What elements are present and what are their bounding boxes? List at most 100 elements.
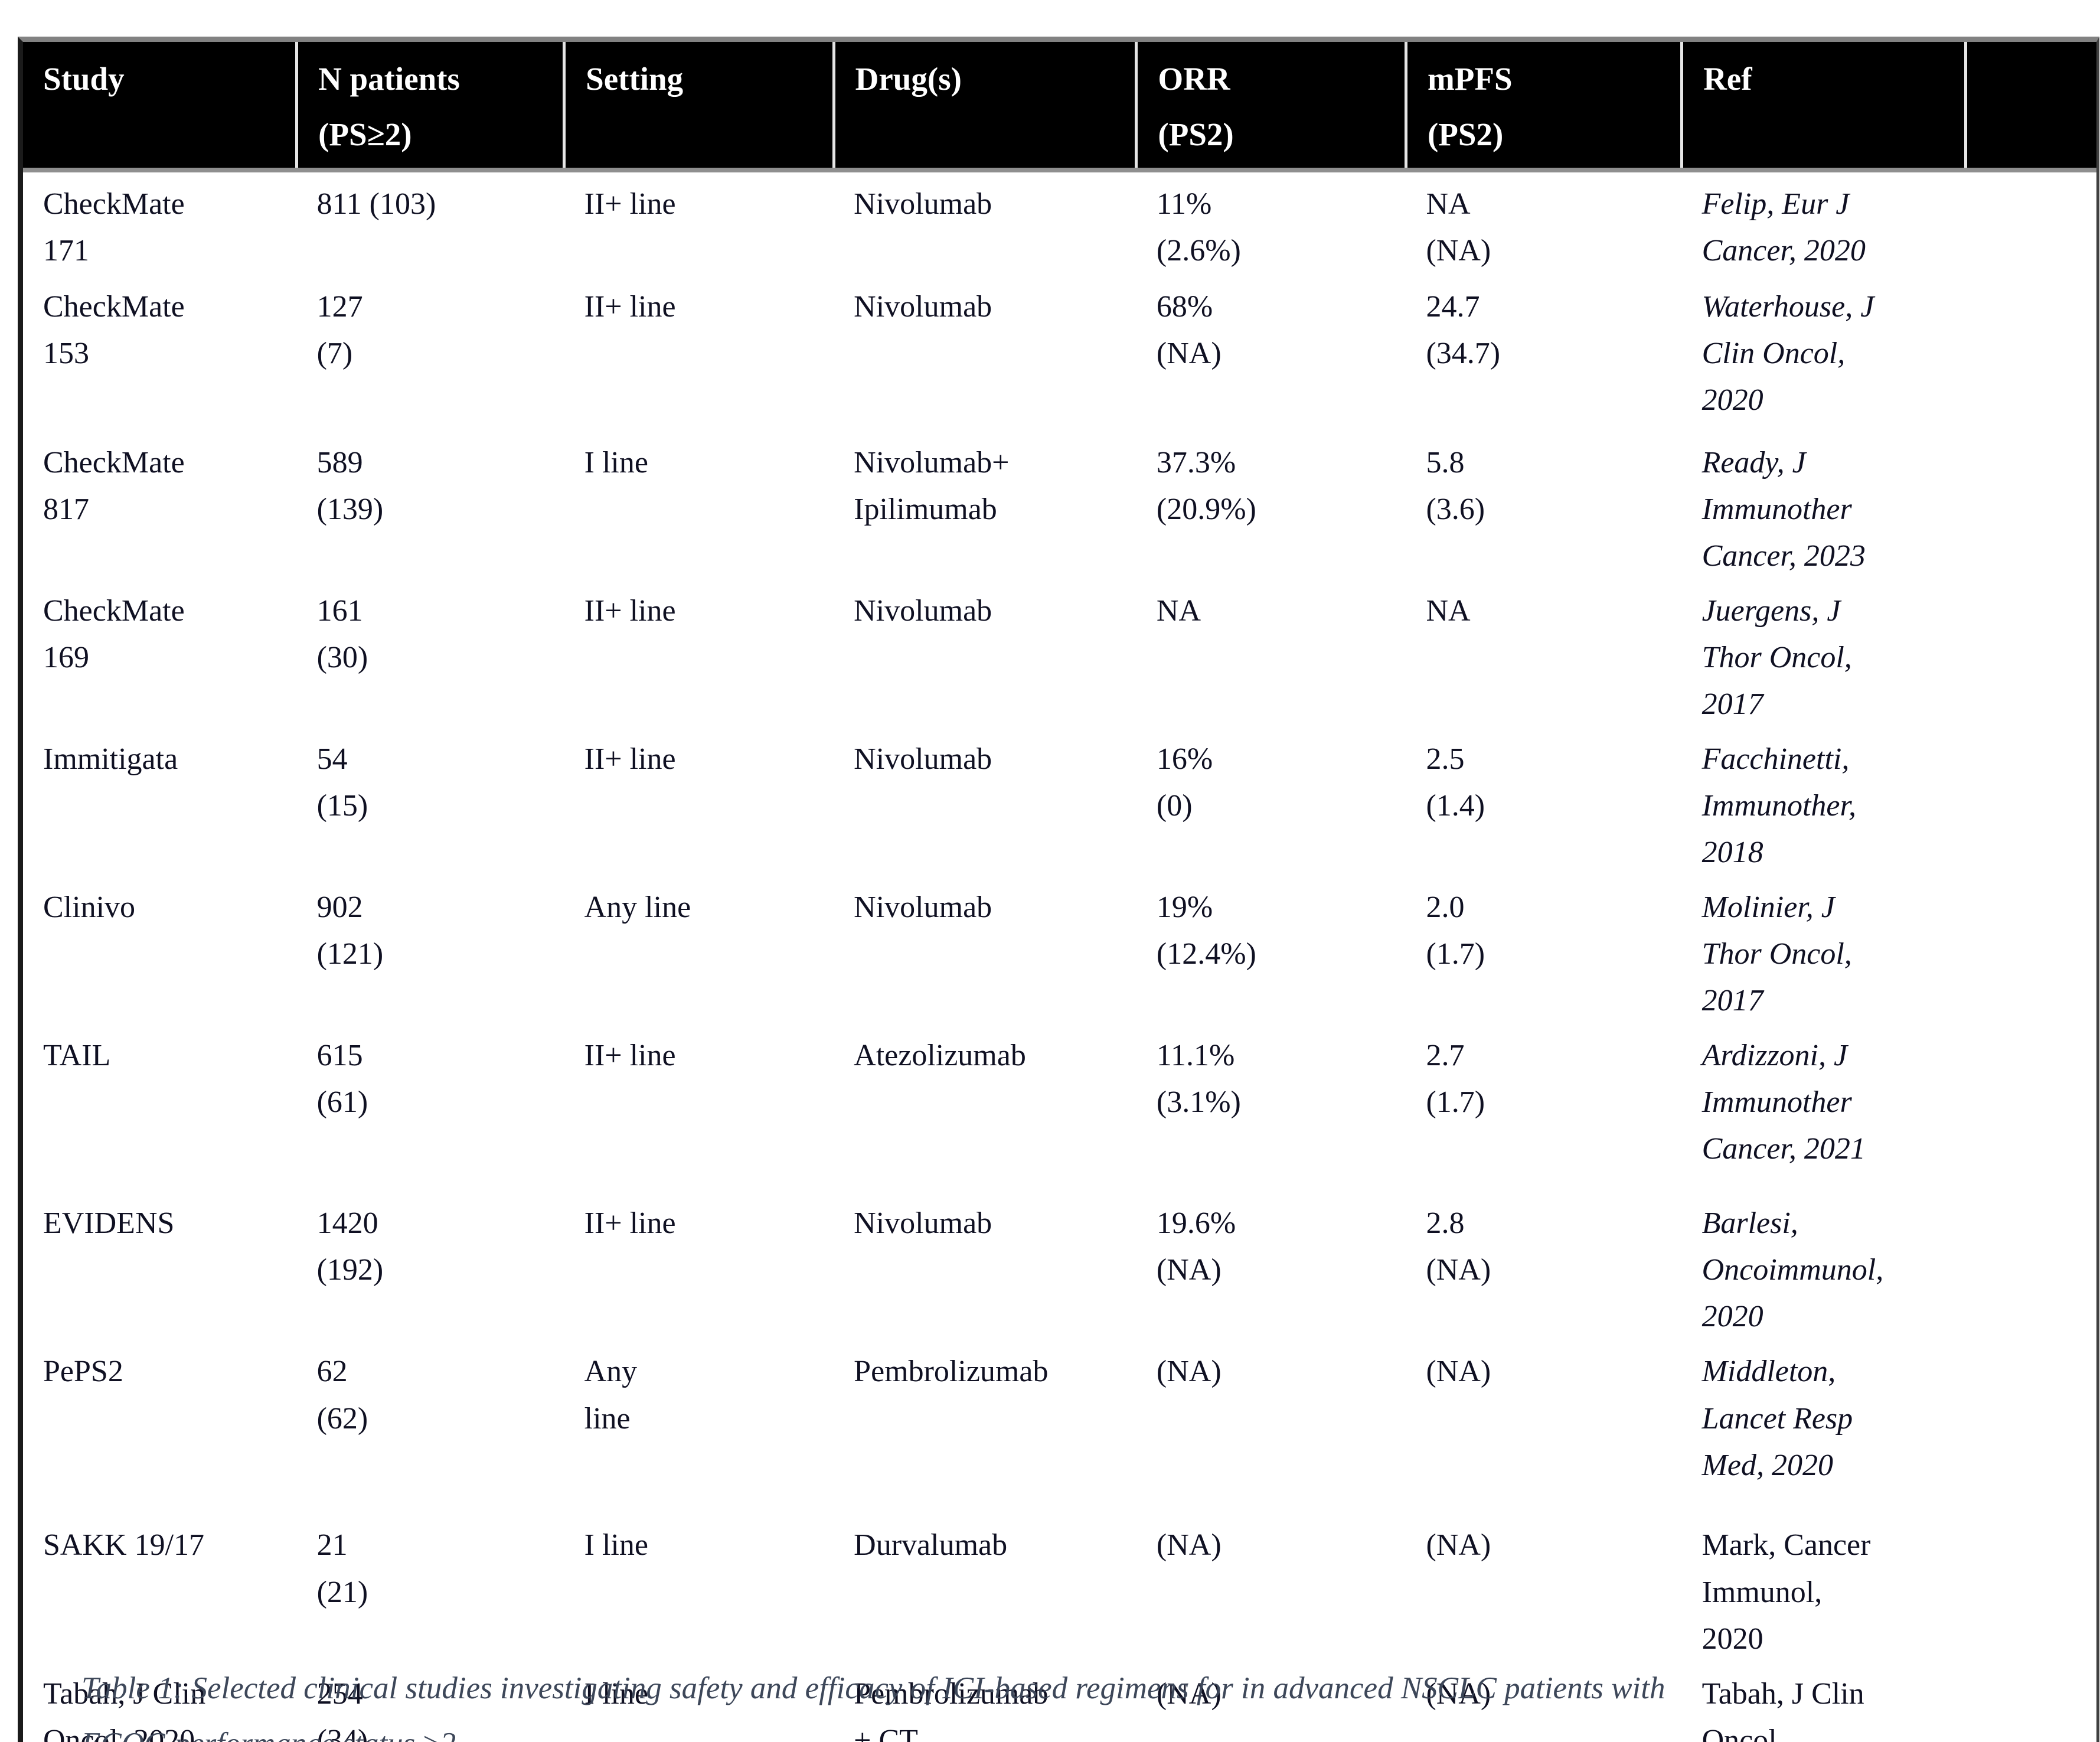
cell-setting: II+ line [564, 728, 834, 876]
table-row: CheckMate 169 161 (30) II+ line Nivolumab NA NA… [23, 579, 2096, 728]
cell-setting: Any line [564, 876, 834, 1025]
cell-n_patients: 54 (15) [296, 728, 564, 876]
cell-ref: Middleton, Lancet Resp Med, 2020 [1681, 1340, 1966, 1514]
cell-drugs: Pembrolizumab + CT [834, 1662, 1136, 1742]
cell-drugs: Nivolumab [834, 275, 1136, 431]
caption-line-2: ECOG performance status ≥2 [81, 1716, 2006, 1742]
cell-spacer [1965, 1340, 2096, 1514]
cell-orr: (NA) [1136, 1513, 1406, 1662]
clinical-studies-table: Study N patients (PS≥2) Setting Drug(s) ORR (P… [23, 42, 2096, 1742]
cell-drugs: Nivolumab [834, 579, 1136, 728]
cell-spacer [1965, 431, 2096, 580]
cell-drugs: Nivolumab [834, 876, 1136, 1025]
cell-mpfs: NA (NA) [1406, 170, 1682, 275]
cell-spacer [1965, 1024, 2096, 1192]
cell-study: CheckMate 817 [23, 431, 297, 580]
cell-study: CheckMate 169 [23, 579, 297, 728]
cell-ref: Molinier, J Thor Oncol, 2017 [1681, 876, 1966, 1025]
cell-orr: NA [1136, 579, 1406, 728]
cell-spacer [1965, 1662, 2096, 1742]
cell-setting: II+ line [564, 275, 834, 431]
column-header-mpfs: mPFS (PS2) [1406, 42, 1684, 172]
table-header-row: Study N patients (PS≥2) Setting Drug(s) ORR (P… [23, 42, 2096, 172]
cell-ref: Ardizzoni, J Immunother Cancer, 2021 [1681, 1024, 1966, 1192]
cell-study: Immitigata [23, 728, 297, 876]
cell-study: TAIL [23, 1024, 297, 1192]
caption-line-1: Table 1: Selected clinical studies inves… [81, 1671, 1665, 1705]
cell-spacer [1965, 876, 2096, 1025]
cell-spacer [1965, 1192, 2096, 1340]
cell-setting: II+ line [564, 1192, 834, 1340]
table-row: PePS2 62 (62) Any line Pembrolizumab (NA) (NA) M… [23, 1340, 2096, 1514]
cell-ref: Juergens, J Thor Oncol, 2017 [1681, 579, 1966, 728]
cell-orr: 16% (0) [1136, 728, 1406, 876]
cell-n_patients: 254 (34) [296, 1662, 564, 1742]
cell-orr: 19% (12.4%) [1136, 876, 1406, 1025]
cell-study: CheckMate 153 [23, 275, 297, 431]
table-row: CheckMate 153 127 (7) II+ line Nivolumab 68% (N… [23, 275, 2096, 431]
cell-orr: (NA) [1136, 1340, 1406, 1514]
column-header-spacer [1965, 42, 2096, 172]
cell-ref: Mark, Cancer Immunol, 2020 [1681, 1513, 1966, 1662]
cell-spacer [1965, 170, 2096, 275]
cell-mpfs: (NA) [1406, 1662, 1682, 1742]
cell-orr: 68% (NA) [1136, 275, 1406, 431]
cell-mpfs: 2.5 (1.4) [1406, 728, 1682, 876]
column-header-orr: ORR (PS2) [1136, 42, 1407, 172]
cell-n_patients: 62 (62) [296, 1340, 564, 1514]
table-row: CheckMate 817 589 (139) I line Nivolumab+ Ipil… [23, 431, 2096, 580]
cell-study: CheckMate 171 [23, 170, 297, 275]
table-caption: Table 1: Selected clinical studies inves… [81, 1661, 2006, 1742]
cell-orr: 11% (2.6%) [1136, 170, 1406, 275]
cell-drugs: Nivolumab+ Ipilimumab [834, 431, 1136, 580]
column-header-n_patients: N patients (PS≥2) [296, 42, 566, 172]
table-row: SAKK 19/17 21 (21) I line Durvalumab (NA) (NA)… [23, 1513, 2096, 1662]
cell-ref: Barlesi, Oncoimmunol, 2020 [1681, 1192, 1966, 1340]
cell-n_patients: 127 (7) [296, 275, 564, 431]
cell-drugs: Nivolumab [834, 728, 1136, 876]
cell-study: SAKK 19/17 [23, 1513, 297, 1662]
cell-setting: I line [564, 1662, 834, 1742]
table-frame: Study N patients (PS≥2) Setting Drug(s) ORR (P… [18, 37, 2099, 1742]
cell-drugs: Atezolizumab [834, 1024, 1136, 1192]
cell-orr: 19.6% (NA) [1136, 1192, 1406, 1340]
cell-n_patients: 589 (139) [296, 431, 564, 580]
cell-n_patients: 1420 (192) [296, 1192, 564, 1340]
cell-mpfs: 2.8 (NA) [1406, 1192, 1682, 1340]
cell-mpfs: 2.7 (1.7) [1406, 1024, 1682, 1192]
cell-setting: II+ line [564, 170, 834, 275]
cell-ref: Facchinetti, Immunother, 2018 [1681, 728, 1966, 876]
cell-setting: II+ line [564, 579, 834, 728]
cell-n_patients: 161 (30) [296, 579, 564, 728]
cell-setting: II+ line [564, 1024, 834, 1192]
cell-mpfs: 2.0 (1.7) [1406, 876, 1682, 1025]
cell-n_patients: 902 (121) [296, 876, 564, 1025]
cell-spacer [1965, 728, 2096, 876]
cell-orr: 11.1% (3.1%) [1136, 1024, 1406, 1192]
table-row: EVIDENS 1420 (192) II+ line Nivolumab 19.6% (N… [23, 1192, 2096, 1340]
cell-mpfs: (NA) [1406, 1340, 1682, 1514]
cell-n_patients: 811 (103) [296, 170, 564, 275]
cell-study: Tabah, J Clin Oncol, 2020 [23, 1662, 297, 1742]
cell-mpfs: (NA) [1406, 1513, 1682, 1662]
cell-drugs: Durvalumab [834, 1513, 1136, 1662]
table-row: CheckMate 171 811 (103) II+ line Nivolumab 11… [23, 170, 2096, 275]
cell-mpfs: 24.7 (34.7) [1406, 275, 1682, 431]
cell-orr: 37.3% (20.9%) [1136, 431, 1406, 580]
cell-ref: Felip, Eur J Cancer, 2020 [1681, 170, 1966, 275]
table-row: Tabah, J Clin Oncol, 2020 254 (34) I line Pem… [23, 1662, 2096, 1742]
table-row: TAIL 615 (61) II+ line Atezolizumab 11.1% (3.1… [23, 1024, 2096, 1192]
cell-n_patients: 615 (61) [296, 1024, 564, 1192]
cell-drugs: Nivolumab [834, 170, 1136, 275]
column-header-setting: Setting [564, 42, 835, 172]
cell-drugs: Pembrolizumab [834, 1340, 1136, 1514]
cell-setting: Any line [564, 1340, 834, 1514]
column-header-study: Study [23, 42, 299, 172]
cell-ref: Ready, J Immunother Cancer, 2023 [1681, 431, 1966, 580]
cell-setting: I line [564, 431, 834, 580]
cell-ref: Waterhouse, J Clin Oncol, 2020 [1681, 275, 1966, 431]
cell-mpfs: NA [1406, 579, 1682, 728]
cell-setting: I line [564, 1513, 834, 1662]
cell-spacer [1965, 1513, 2096, 1662]
